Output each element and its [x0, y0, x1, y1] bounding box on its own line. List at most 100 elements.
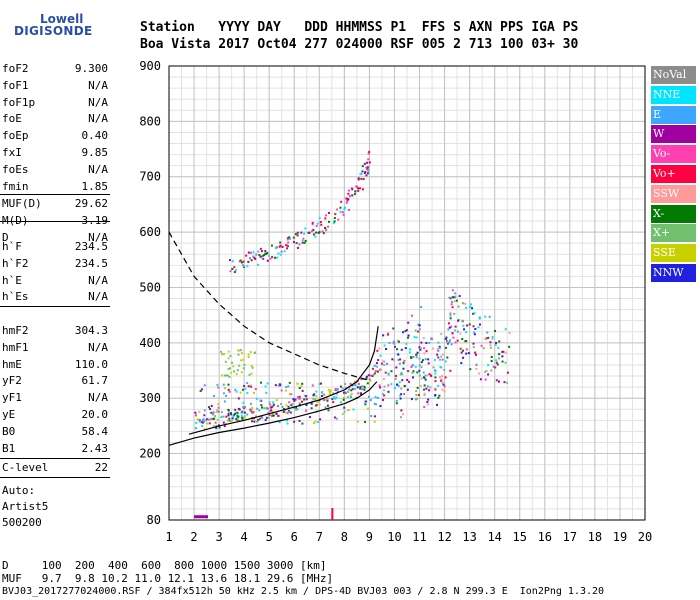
legend-item-nnw: NNW	[651, 264, 696, 282]
autoscale-artist: Artist5	[2, 500, 49, 513]
echo-dot	[266, 259, 269, 262]
param-label: foF2	[2, 62, 29, 75]
echo-dot	[443, 385, 446, 388]
echo-dot	[247, 251, 250, 254]
echo-dot	[287, 241, 290, 244]
echo-dot	[482, 347, 485, 350]
echo-dot	[399, 416, 402, 419]
echo-dot	[372, 373, 375, 376]
echo-dot	[418, 369, 421, 372]
echo-dot	[442, 383, 445, 386]
echo-dot	[269, 409, 272, 412]
echo-dot	[383, 344, 386, 347]
echo-dot	[353, 383, 356, 386]
echo-dot	[341, 387, 344, 390]
echo-dot	[241, 352, 244, 355]
echo-dot	[393, 342, 396, 345]
echo-dot	[469, 305, 472, 308]
echo-dot	[382, 360, 385, 363]
echo-dot	[261, 257, 264, 260]
echo-dot	[267, 416, 270, 419]
echo-dot	[427, 398, 430, 401]
echo-dot	[428, 373, 431, 376]
y-tick-label: 80	[147, 513, 161, 527]
echo-dot	[382, 378, 385, 381]
param-h-f2: h`F2 234.5	[2, 257, 108, 273]
echo-dot	[366, 407, 369, 410]
echo-dot	[227, 368, 230, 371]
echo-dot	[351, 194, 354, 197]
echo-dot	[363, 162, 366, 165]
echo-dot	[258, 417, 261, 420]
echo-dot	[469, 303, 472, 306]
echo-dot	[247, 353, 250, 356]
header-values: Boa Vista 2017 Oct04 277 024000 RSF 005 …	[140, 37, 579, 52]
echo-dot	[327, 409, 330, 412]
echo-dot	[347, 396, 350, 399]
echo-dot	[245, 254, 248, 257]
echo-dot	[396, 383, 399, 386]
echo-dot	[250, 259, 253, 262]
echo-dot	[222, 383, 225, 386]
echo-dot	[238, 408, 241, 411]
echo-dot	[285, 404, 288, 407]
echo-dot	[349, 396, 352, 399]
echo-dot	[478, 316, 481, 319]
echo-dot	[236, 411, 239, 414]
echo-dot	[220, 416, 223, 419]
param-h-e: h`E N/A	[2, 274, 108, 290]
echo-dot	[495, 359, 498, 362]
echo-dot	[478, 372, 481, 375]
echo-dot	[229, 270, 232, 273]
echo-dot	[418, 324, 421, 327]
echo-dot	[365, 377, 368, 380]
echo-dot	[210, 417, 213, 420]
echo-dot	[416, 371, 419, 374]
echo-dot	[449, 369, 452, 372]
echo-dot	[373, 420, 376, 423]
separator	[0, 458, 110, 459]
echo-dot	[319, 382, 322, 385]
echo-dot	[474, 351, 477, 354]
echo-dot	[437, 384, 440, 387]
echo-dot	[227, 419, 230, 422]
echo-dot	[355, 185, 358, 188]
param-hmf1: hmF1 N/A	[2, 341, 108, 357]
echo-dot	[254, 258, 257, 261]
echo-dot	[366, 161, 369, 164]
echo-dot	[227, 357, 230, 360]
echo-dot	[396, 348, 399, 351]
echo-dot	[437, 349, 440, 352]
echo-dot	[405, 342, 408, 345]
echo-dot	[381, 393, 384, 396]
echo-dot	[216, 409, 219, 412]
echo-dot	[495, 379, 498, 382]
echo-dot	[353, 387, 356, 390]
model-trace-line	[188, 326, 379, 435]
echo-dot	[239, 391, 242, 394]
echo-dot	[321, 230, 324, 233]
echo-dot	[222, 421, 225, 424]
echo-dot	[303, 398, 306, 401]
echo-dot	[465, 352, 468, 355]
echo-dot	[203, 414, 206, 417]
y-tick-label: 200	[139, 447, 161, 461]
echo-dot	[349, 382, 352, 385]
echo-dot	[294, 398, 297, 401]
echo-dot	[507, 371, 510, 374]
echo-dot	[262, 254, 265, 257]
echo-dot	[274, 247, 277, 250]
echo-dot	[237, 397, 240, 400]
echo-dot	[437, 341, 440, 344]
echo-dot	[279, 253, 282, 256]
echo-dot	[365, 400, 368, 403]
echo-dot	[320, 394, 323, 397]
x-tick-label: 11	[412, 530, 426, 544]
echo-dot	[258, 409, 261, 412]
echo-dot	[288, 381, 291, 384]
x-tick-label: 8	[341, 530, 348, 544]
echo-dot	[207, 418, 210, 421]
echo-dot	[347, 189, 350, 192]
echo-dot	[242, 367, 245, 370]
